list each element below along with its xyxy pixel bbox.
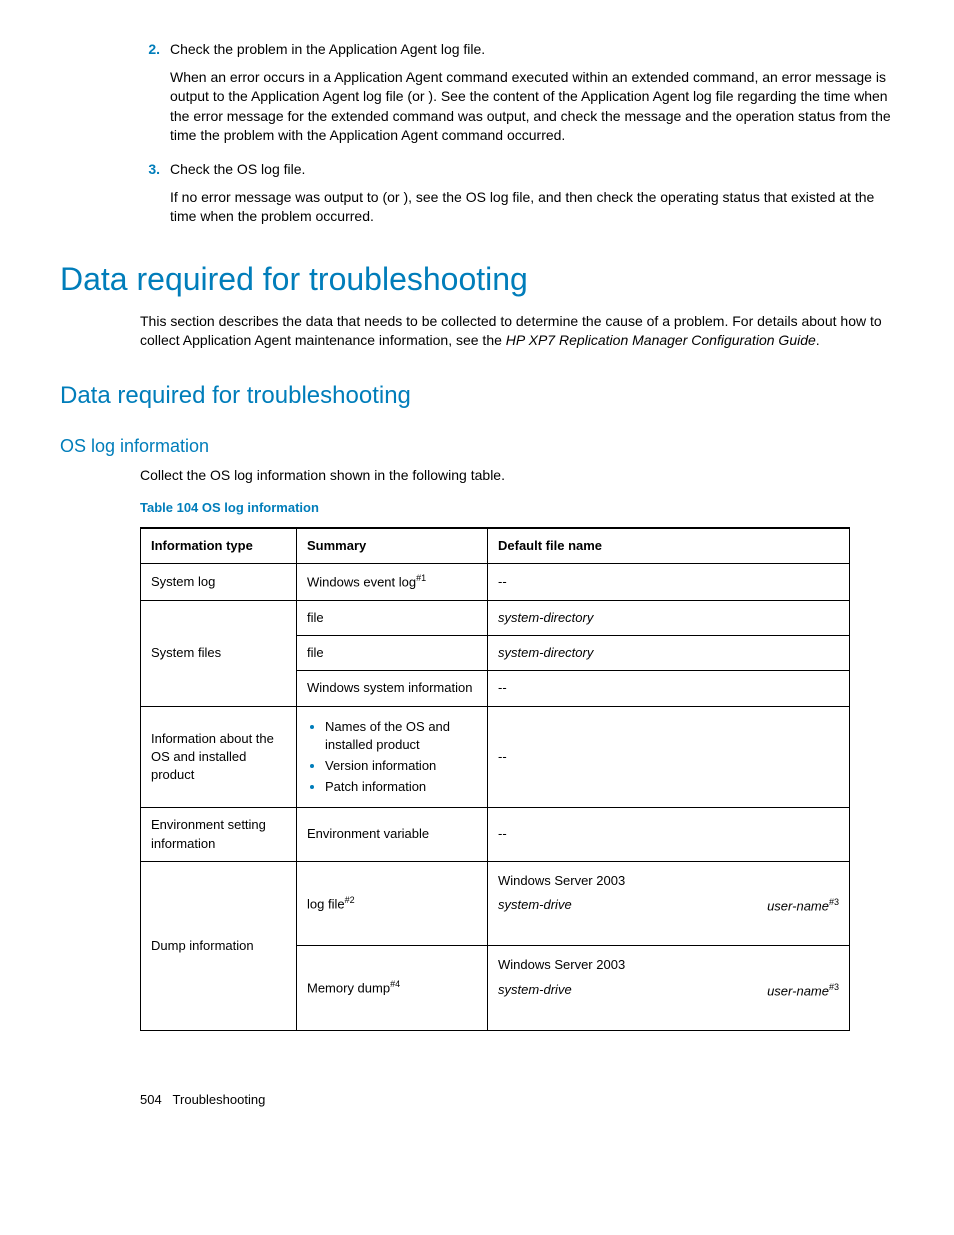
os-log-paragraph: Collect the OS log information shown in … — [140, 466, 894, 486]
footnote-ref: #3 — [829, 897, 839, 907]
th-summary: Summary — [297, 528, 488, 564]
cell-log-file: log file#2 — [297, 861, 488, 946]
cell-win-sys-info: Windows system information — [297, 671, 488, 706]
cell-user-name: user-name — [767, 983, 829, 998]
cell-system-drive: system-drive — [498, 896, 572, 916]
step-2-title: Check the problem in the Application Age… — [170, 40, 894, 60]
intro-text-2: . — [816, 332, 820, 348]
cell-dash: -- — [488, 671, 850, 706]
table-row: System log Windows event log#1 -- — [141, 564, 850, 601]
cell-windows-event-log: Windows event log#1 — [297, 564, 488, 601]
footnote-ref: #4 — [390, 979, 400, 989]
list-item: Patch information — [325, 778, 477, 796]
cell-italic: system-directory — [498, 610, 593, 625]
intro-guide-name: HP XP7 Replication Manager Configuration… — [506, 332, 816, 348]
cell-os-product-info: Information about the OS and installed p… — [141, 706, 297, 808]
cell-dash: -- — [488, 706, 850, 808]
th-info-type: Information type — [141, 528, 297, 564]
step-2-text-b: (or — [407, 88, 428, 104]
cell-env-setting: Environment setting information — [141, 808, 297, 861]
list-item: Names of the OS and installed product — [325, 718, 477, 754]
step-3-body: If no error message was output to (or ),… — [170, 188, 894, 227]
subheading-data-required: Data required for troubleshooting — [60, 379, 894, 413]
cell-dump-info: Dump information — [141, 861, 297, 1030]
table-row: Environment setting information Environm… — [141, 808, 850, 861]
footnote-ref: #2 — [345, 895, 355, 905]
cell-sysdir-1: system-directory — [488, 601, 850, 636]
cell-dash: -- — [488, 808, 850, 861]
cell-line: Windows Server 2003 — [498, 872, 839, 890]
cell-system-log: System log — [141, 564, 297, 601]
table-caption: Table 104 OS log information — [140, 499, 894, 517]
cell-text: log file — [307, 896, 345, 911]
cell-text: Memory dump — [307, 981, 390, 996]
heading-data-required: Data required for troubleshooting — [60, 257, 894, 302]
page-footer: 504 Troubleshooting — [140, 1091, 894, 1109]
step-2-number: 2. — [140, 40, 160, 60]
cell-ws2003-1: Windows Server 2003 system-drive user-na… — [488, 861, 850, 946]
cell-system-files: System files — [141, 601, 297, 707]
th-default-file: Default file name — [488, 528, 850, 564]
cell-user-name: user-name — [767, 898, 829, 913]
intro-paragraph: This section describes the data that nee… — [140, 312, 894, 351]
cell-dash: -- — [488, 564, 850, 601]
subheading-os-log: OS log information — [60, 434, 894, 459]
page-number: 504 — [140, 1092, 162, 1107]
cell-sysdir-2: system-directory — [488, 636, 850, 671]
cell-file-1: file — [297, 601, 488, 636]
cell-text: Windows event log — [307, 575, 416, 590]
cell-italic: system-directory — [498, 645, 593, 660]
footnote-ref: #1 — [416, 573, 426, 583]
footnote-ref: #3 — [829, 982, 839, 992]
cell-line: Windows Server 2003 — [498, 956, 839, 974]
step-3-text-b: (or — [382, 189, 403, 205]
step-2-body: When an error occurs in a Application Ag… — [170, 68, 894, 146]
step-3-title: Check the OS log file. — [170, 160, 894, 180]
table-row: System files file system-directory — [141, 601, 850, 636]
cell-system-drive: system-drive — [498, 981, 572, 1001]
table-row: Dump information log file#2 Windows Serv… — [141, 861, 850, 946]
cell-env-var: Environment variable — [297, 808, 488, 861]
cell-memory-dump: Memory dump#4 — [297, 946, 488, 1031]
cell-os-product-list: Names of the OS and installed product Ve… — [297, 706, 488, 808]
os-log-table: Information type Summary Default file na… — [140, 527, 850, 1031]
table-row: Information about the OS and installed p… — [141, 706, 850, 808]
step-3-text-a: If no error message was output to — [170, 189, 382, 205]
footer-title: Troubleshooting — [173, 1092, 266, 1107]
cell-file-2: file — [297, 636, 488, 671]
cell-ws2003-2: Windows Server 2003 system-drive user-na… — [488, 946, 850, 1031]
list-item: Version information — [325, 757, 477, 775]
step-3-number: 3. — [140, 160, 160, 180]
table-header-row: Information type Summary Default file na… — [141, 528, 850, 564]
